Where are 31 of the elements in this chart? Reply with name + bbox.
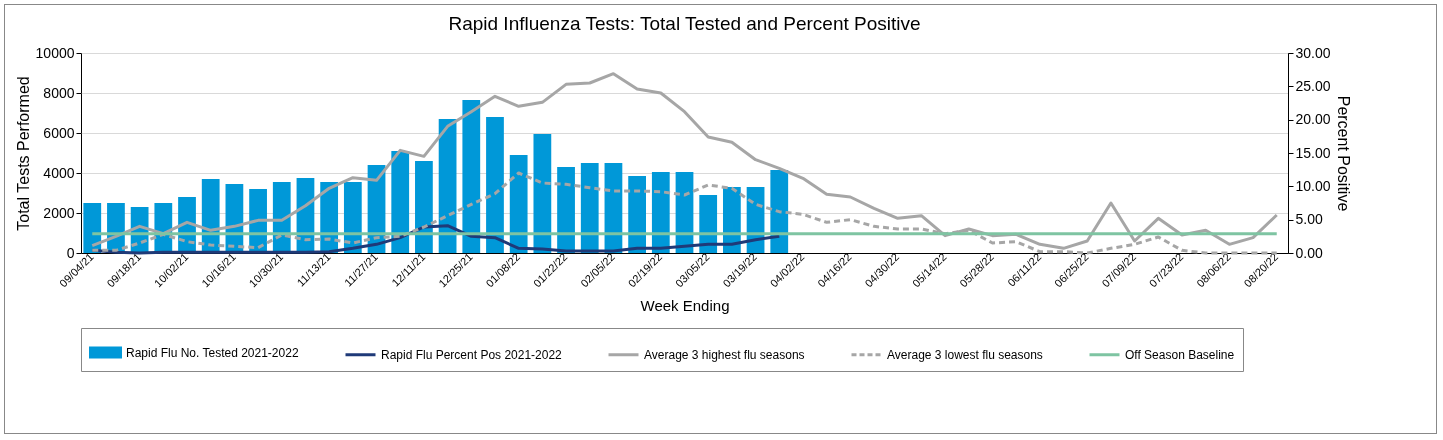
y-tick-label: 2000 — [43, 204, 75, 221]
bar — [83, 203, 102, 253]
legend-label: Average 3 lowest flu seasons — [887, 347, 1043, 362]
y-tick-label: 8000 — [43, 84, 75, 101]
legend-label: Rapid Flu No. Tested 2021-2022 — [126, 345, 299, 360]
y-axis-title: Total Tests Performed — [14, 76, 32, 231]
y-tick-label: 10000 — [35, 44, 75, 61]
y2-tick-label: 25.00 — [1295, 77, 1331, 94]
y-tick-label: 6000 — [43, 124, 75, 141]
y2-axis-title: Percent Positive — [1334, 95, 1352, 212]
bar — [699, 195, 718, 253]
y2-tick-label: 10.00 — [1295, 177, 1331, 194]
y2-tick-label: 5.00 — [1295, 211, 1323, 228]
bar — [415, 161, 433, 253]
y-tick-label: 4000 — [43, 164, 75, 181]
bar — [462, 100, 481, 253]
legend-label: Off Season Baseline — [1125, 347, 1235, 362]
y2-tick-label: 20.00 — [1295, 111, 1331, 128]
y2-tick-label: 15.00 — [1295, 144, 1331, 161]
legend-label: Rapid Flu Percent Pos 2021-2022 — [381, 347, 563, 362]
bar — [533, 134, 552, 253]
bar — [580, 163, 599, 253]
bar — [391, 151, 410, 253]
y2-tick-label: 0.00 — [1295, 244, 1323, 261]
bar — [770, 170, 789, 253]
y2-tick-label: 30.00 — [1295, 44, 1331, 61]
chart-title: Rapid Influenza Tests: Total Tested and Percent Positive — [448, 13, 921, 34]
x-axis-title: Week Ending — [640, 297, 730, 315]
bar — [486, 117, 504, 253]
legend-label: Average 3 highest flu seasons — [644, 347, 805, 362]
bar — [651, 172, 670, 253]
